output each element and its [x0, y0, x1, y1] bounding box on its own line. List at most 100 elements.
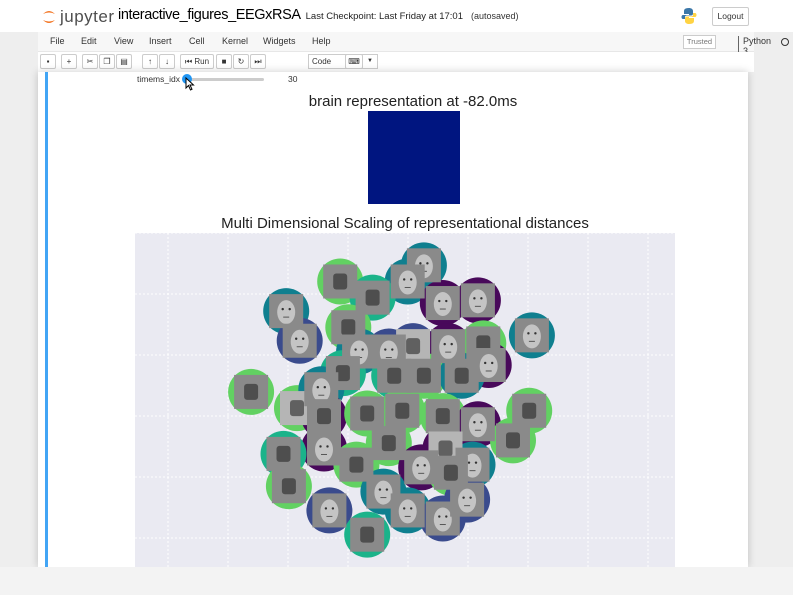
mds-title: Multi Dimensional Scaling of representat… — [221, 215, 589, 232]
notebook-name[interactable]: interactive_figures_EEGxRSA — [118, 7, 301, 23]
save-icon: ▪ — [46, 57, 50, 66]
menu-help[interactable]: Help — [312, 36, 331, 46]
face-eye — [426, 262, 429, 265]
logout-button[interactable]: Logout — [712, 7, 749, 26]
face-eye — [316, 386, 319, 389]
face-eye — [288, 307, 291, 311]
cut-button[interactable]: ✂ — [82, 54, 98, 69]
brain-representation-image — [368, 111, 460, 204]
object-image — [435, 408, 450, 425]
cell-type-select[interactable]: Code ▼ — [308, 54, 378, 69]
object-image — [416, 367, 431, 384]
object-image — [365, 289, 380, 306]
face-eye — [474, 461, 478, 464]
menu-insert[interactable]: Insert — [149, 36, 172, 46]
face-eye — [473, 421, 476, 424]
header: jupyter interactive_figures_EEGxRSA Last… — [0, 0, 793, 32]
menubar: File Edit View Insert Cell Kernel Widget… — [38, 32, 789, 56]
face-image — [433, 292, 452, 317]
face-image — [398, 270, 417, 295]
fast-forward-icon: ⏭ — [254, 57, 262, 66]
face-eye — [419, 262, 422, 265]
face-eye — [326, 445, 329, 448]
stop-icon: ■ — [221, 57, 227, 66]
face-eye — [480, 421, 483, 424]
face-eye — [423, 464, 426, 467]
plus-icon: + — [66, 57, 72, 66]
restart-button[interactable]: ↻ — [233, 54, 249, 69]
face-eye — [484, 361, 487, 365]
object-image — [360, 405, 375, 422]
face-eye — [438, 299, 441, 303]
object-image — [341, 319, 356, 336]
face-eye — [443, 342, 446, 346]
paste-button[interactable]: ▤ — [116, 54, 132, 69]
object-image — [360, 526, 375, 543]
face-image — [398, 499, 417, 524]
arrow-down-icon: ↓ — [165, 57, 169, 66]
face-eye — [410, 507, 413, 510]
cell-type-value: Code — [312, 57, 332, 66]
trusted-badge[interactable]: Trusted — [683, 35, 716, 49]
face-eye — [295, 337, 298, 340]
move-down-button[interactable]: ↓ — [159, 54, 175, 69]
copy-button[interactable]: ❐ — [99, 54, 115, 69]
face-image — [479, 353, 498, 378]
slider-label: timems_idx — [137, 74, 180, 84]
notebook-title-row: interactive_figures_EEGxRSA Last Checkpo… — [118, 7, 519, 23]
menu-file[interactable]: File — [50, 36, 65, 46]
face-image — [312, 378, 331, 403]
face-eye — [324, 507, 328, 510]
move-up-button[interactable]: ↑ — [142, 54, 158, 69]
timems-slider-track[interactable] — [186, 78, 264, 81]
insert-cell-button[interactable]: + — [61, 54, 77, 69]
face-image — [468, 289, 487, 314]
face-eye — [445, 515, 448, 518]
face-eye — [491, 361, 494, 365]
face-eye — [410, 278, 413, 281]
menu-edit[interactable]: Edit — [81, 36, 97, 46]
restart-icon: ↻ — [237, 57, 245, 66]
run-label: Run — [194, 57, 210, 66]
run-button[interactable]: ⏮ Run — [180, 54, 214, 69]
page-footer-area — [0, 567, 793, 595]
face-eye — [480, 297, 483, 300]
interrupt-button[interactable]: ■ — [216, 54, 232, 69]
arrow-up-icon: ↑ — [148, 57, 152, 66]
face-eye — [467, 461, 471, 464]
face-image — [439, 335, 458, 360]
kernel-name: Python 3 — [738, 36, 771, 56]
mouse-cursor-icon — [185, 77, 195, 91]
command-palette-button[interactable]: ⌨ — [345, 54, 363, 69]
restart-run-all-button[interactable]: ⏭ — [250, 54, 266, 69]
save-button[interactable]: ▪ — [40, 54, 56, 69]
jupyter-logo[interactable]: jupyter — [42, 7, 115, 27]
face-eye — [438, 515, 441, 518]
face-eye — [319, 445, 322, 448]
face-eye — [331, 507, 335, 510]
face-image — [374, 480, 393, 505]
object-image — [476, 335, 491, 352]
menu-view[interactable]: View — [114, 36, 134, 46]
object-image — [381, 435, 396, 452]
run-icon: ⏮ — [184, 57, 193, 66]
python-logo-icon — [681, 8, 697, 24]
object-image — [244, 383, 259, 400]
face-image — [433, 507, 452, 532]
face-eye — [323, 386, 326, 389]
object-image — [281, 478, 296, 495]
face-eye — [391, 348, 394, 351]
face-image — [290, 329, 309, 354]
copy-icon: ❐ — [103, 57, 111, 66]
menu-widgets[interactable]: Widgets — [263, 36, 296, 46]
cut-icon: ✂ — [86, 57, 94, 66]
face-eye — [527, 332, 530, 335]
face-image — [463, 453, 482, 478]
face-image — [277, 300, 296, 325]
object-image — [438, 440, 453, 457]
face-eye — [403, 507, 406, 510]
menu-kernel[interactable]: Kernel — [222, 36, 249, 46]
menu-cell[interactable]: Cell — [189, 36, 205, 46]
logo-text: jupyter — [60, 7, 115, 26]
face-eye — [469, 496, 472, 499]
